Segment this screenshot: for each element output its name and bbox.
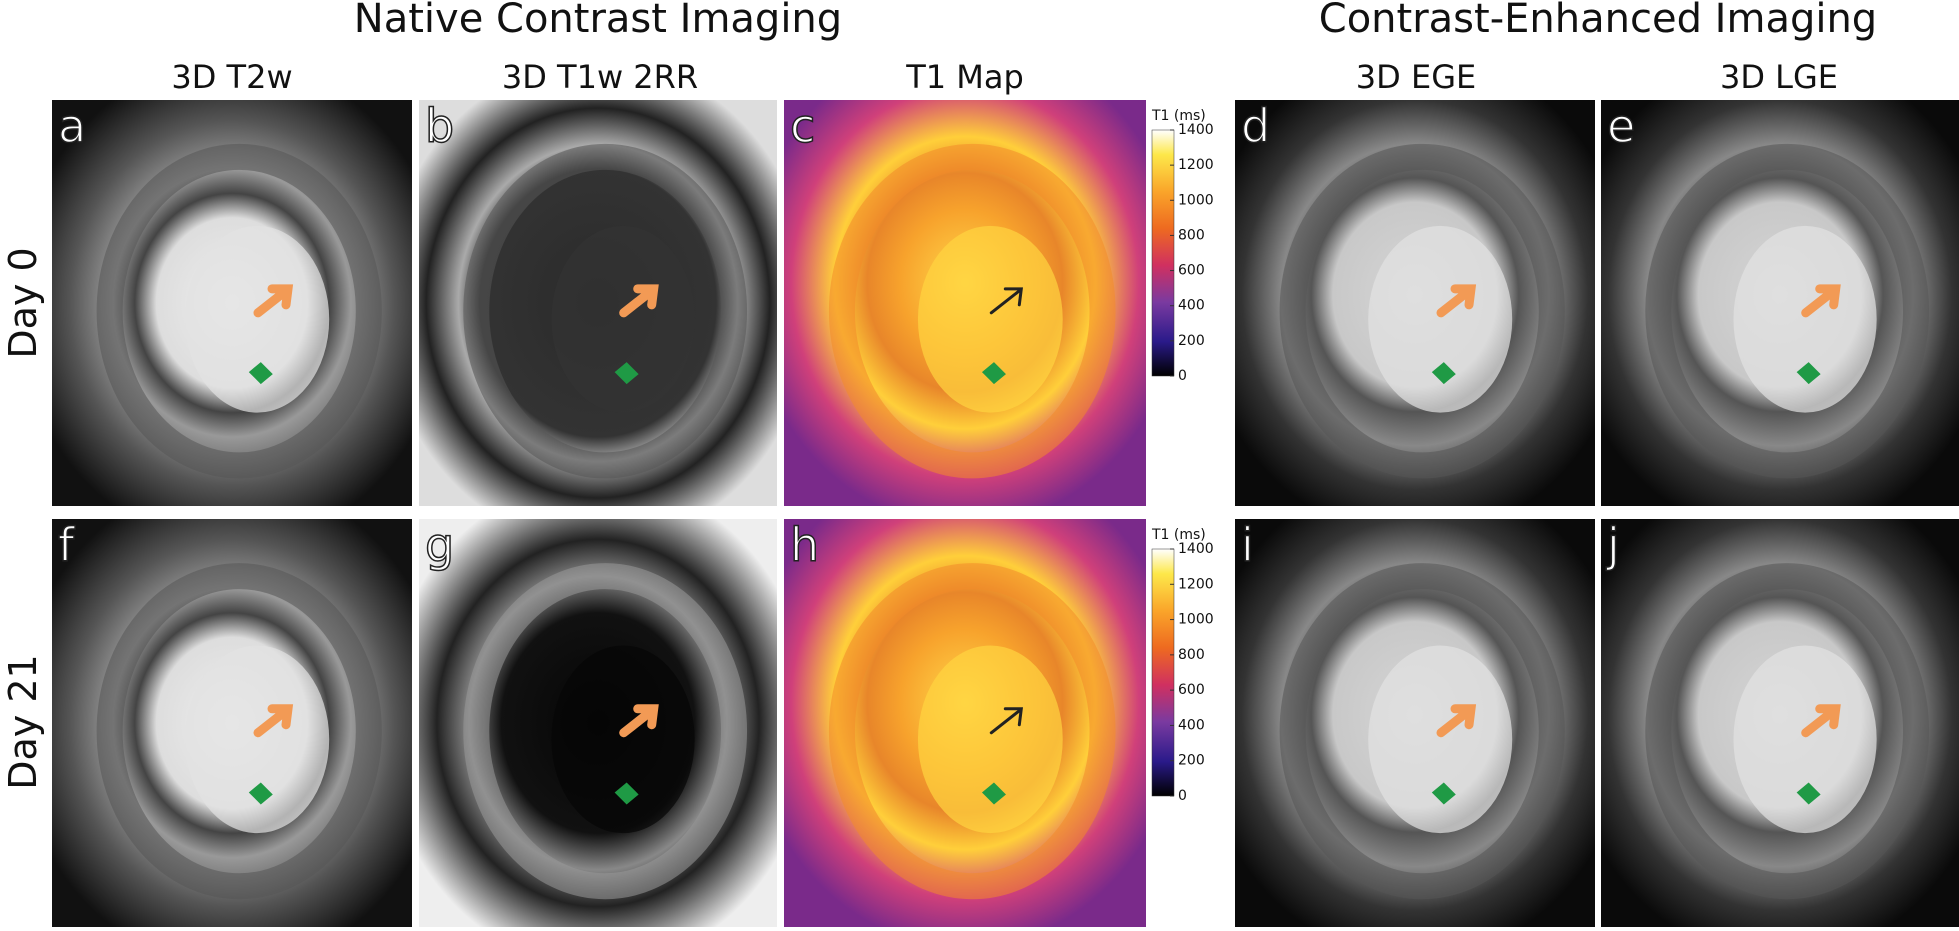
colorbar [1151, 129, 1175, 377]
blood-pool [185, 645, 330, 834]
arrow [1801, 704, 1841, 738]
colorbar-tick-label: 200 [1178, 753, 1205, 769]
column-title: 3D T1w 2RR [502, 58, 698, 96]
row-label: Day 21 [1, 654, 45, 789]
blood-pool [185, 225, 330, 413]
panel-letter: e [1607, 99, 1635, 153]
group-title: Native Contrast Imaging [354, 0, 842, 42]
colorbar-label: T1 (ms) [1151, 527, 1206, 543]
arrow [1436, 704, 1477, 738]
arrowhead [1431, 362, 1456, 385]
row-label: Day 0 [1, 247, 45, 358]
panel-letter: a [58, 99, 86, 153]
arrowhead [981, 782, 1006, 805]
arrowhead [248, 362, 273, 385]
arrow [253, 704, 294, 738]
colorbar-tick-label: 1200 [1178, 157, 1214, 173]
colorbar-tick-label: 400 [1178, 298, 1205, 314]
arrow [619, 284, 659, 318]
colorbar-tick-label: 1000 [1178, 612, 1214, 628]
colorbar-tick-label: 1400 [1178, 541, 1214, 557]
arrowhead [1796, 782, 1821, 805]
arrowhead [1431, 782, 1456, 805]
arrow [619, 704, 659, 738]
panel-letter: d [1241, 99, 1270, 153]
colorbar-tick-label: 600 [1178, 682, 1205, 698]
myocardium [463, 143, 748, 479]
group-title: Contrast-Enhanced Imaging [1319, 0, 1877, 42]
blood-pool [1368, 645, 1513, 834]
arrowhead [614, 362, 639, 385]
colorbar-tick-label: 0 [1178, 368, 1187, 384]
blood-pool [551, 225, 695, 413]
myocardium [1645, 143, 1930, 479]
arrow [1436, 284, 1477, 318]
column-title: 3D EGE [1356, 58, 1476, 96]
colorbar-tick-label: 1400 [1178, 122, 1214, 138]
myocardium [828, 143, 1116, 479]
blood-pool [551, 645, 695, 834]
panel-letter: g [425, 518, 454, 572]
colorbar-tick-label: 200 [1178, 333, 1205, 349]
colorbar-label: T1 (ms) [1151, 108, 1206, 124]
blood-pool [917, 645, 1063, 834]
arrow [989, 707, 1023, 735]
arrow [1801, 284, 1841, 318]
colorbar-tick-label: 0 [1178, 788, 1187, 804]
myocardium [96, 563, 382, 900]
myocardium [96, 143, 382, 479]
column-title: T1 Map [905, 58, 1024, 96]
colorbar-tick-label: 800 [1178, 647, 1205, 663]
colorbar-tick-label: 600 [1178, 263, 1205, 279]
column-title: 3D T2w [171, 58, 292, 96]
arrowhead [1796, 362, 1821, 385]
arrowhead [981, 362, 1006, 385]
colorbar-tick-label: 400 [1178, 717, 1205, 733]
colorbar-tick-label: 1000 [1178, 192, 1214, 208]
myocardium [463, 563, 748, 900]
blood-pool [1733, 645, 1877, 834]
panel-letter: f [58, 518, 76, 572]
blood-pool [1368, 225, 1513, 413]
panels: a b c d e T1 (ms) 0 200 400 600 800 1000 1200 1400 f g h… [52, 98, 1959, 927]
arrow [989, 287, 1023, 315]
panel-letter: i [1241, 518, 1254, 572]
myocardium [828, 563, 1116, 900]
panel-letter: c [790, 99, 815, 153]
arrowhead [614, 782, 639, 805]
colorbar-tick-label: 1200 [1178, 576, 1214, 592]
panel-letter: b [425, 99, 454, 153]
blood-pool [917, 225, 1063, 413]
myocardium [1279, 563, 1565, 900]
myocardium [1279, 143, 1565, 479]
arrowhead [248, 782, 273, 805]
colorbar-tick-label: 800 [1178, 227, 1205, 243]
arrow [253, 284, 294, 318]
column-title: 3D LGE [1720, 58, 1838, 96]
colorbar [1151, 548, 1175, 797]
myocardium [1645, 563, 1930, 900]
panel-letter: h [790, 518, 819, 572]
panel-letter: j [1606, 518, 1620, 572]
blood-pool [1733, 225, 1877, 413]
